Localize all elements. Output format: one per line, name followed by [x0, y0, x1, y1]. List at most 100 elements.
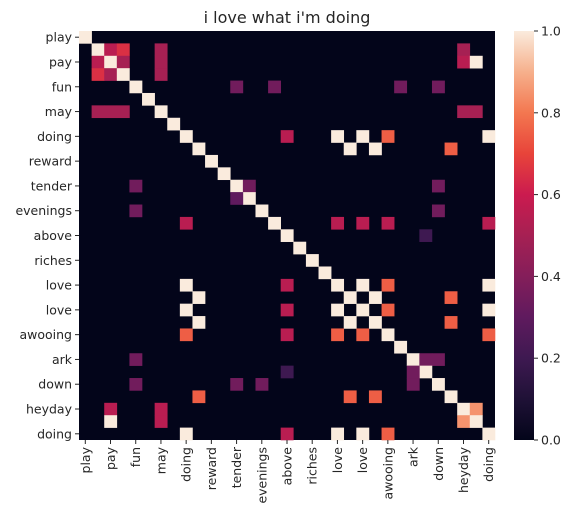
- heatmap-cell: [154, 402, 168, 416]
- heatmap-cell: [469, 415, 483, 428]
- heatmap-cell: [104, 415, 118, 428]
- heatmap-cell: [419, 365, 433, 379]
- colorbar-tick-label: 0.4: [541, 269, 561, 284]
- colorbar-tick-label: 0.8: [541, 105, 561, 120]
- heatmap-cell: [381, 216, 395, 230]
- heatmap-cell: [331, 130, 345, 143]
- heatmap-cell: [230, 179, 244, 193]
- heatmap-cell: [280, 229, 294, 242]
- y-tick-label: evenings: [15, 203, 72, 218]
- y-tick-label: awooing: [19, 327, 72, 342]
- x-tick-label: evenings: [254, 447, 269, 504]
- heatmap-cell: [179, 216, 193, 230]
- x-tick-label: tender: [229, 446, 244, 488]
- heatmap-cell: [482, 130, 496, 143]
- heatmap-cell: [381, 130, 395, 143]
- heatmap-cell: [457, 402, 471, 416]
- heatmap-cell: [394, 80, 408, 94]
- heatmap-cell: [457, 55, 471, 69]
- heatmap-cell: [116, 105, 130, 119]
- heatmap-cell: [255, 204, 269, 218]
- y-tick-label: tender: [31, 178, 73, 193]
- chart-title: i love what i'm doing: [204, 8, 371, 27]
- y-tick-labels: play pay fun may doing reward tender evenings ab…: [15, 30, 79, 441]
- heatmap-cell: [406, 378, 420, 391]
- heatmap-cell: [331, 328, 345, 342]
- heatmap-cell: [217, 167, 231, 181]
- x-tick-label: above: [280, 447, 295, 486]
- heatmap-cell: [406, 365, 420, 379]
- heatmap-cell: [482, 278, 496, 292]
- heatmap-cell: [381, 278, 395, 292]
- colorbar-tick-label: 0.2: [541, 351, 561, 366]
- heatmap-cell: [469, 105, 483, 119]
- heatmap-cell: [280, 365, 294, 379]
- heatmap-cell: [356, 328, 370, 342]
- heatmap-cell: [129, 179, 143, 193]
- heatmap-cell: [419, 229, 433, 242]
- heatmap-cell: [305, 254, 319, 267]
- heatmap-cell: [104, 105, 118, 119]
- x-tick-label: doing: [179, 447, 194, 482]
- y-tick-label: fun: [52, 79, 72, 94]
- x-tick-label: heyday: [456, 446, 471, 493]
- x-tick-label: love: [330, 447, 345, 474]
- heatmap-cell: [268, 80, 281, 94]
- heatmap-cell: [129, 80, 143, 94]
- heatmap-cell: [91, 55, 105, 69]
- x-tick-label: play: [78, 446, 93, 473]
- heatmap-cell: [444, 316, 458, 329]
- heatmap-cell: [431, 179, 445, 193]
- heatmap-cell: [116, 55, 130, 69]
- heatmap-cell: [293, 241, 307, 255]
- heatmap-cell: [179, 130, 193, 143]
- heatmap-cell: [179, 328, 193, 342]
- heatmap-cell: [482, 303, 496, 317]
- heatmap-cell: [192, 390, 206, 404]
- heatmap-cell: [457, 415, 471, 428]
- heatmap-cell: [343, 291, 357, 304]
- heatmap-cell: [104, 68, 118, 81]
- heatmap-cell: [356, 278, 370, 292]
- heatmap-cell: [179, 303, 193, 317]
- heatmap-cell: [192, 316, 206, 329]
- heatmap-cell: [431, 80, 445, 94]
- y-tick-label: play: [46, 30, 73, 45]
- x-tick-label: down: [431, 447, 446, 481]
- y-tick-label: love: [46, 278, 73, 293]
- heatmap-cell: [230, 80, 244, 94]
- heatmap-cell: [331, 278, 345, 292]
- heatmap-cell: [167, 117, 181, 131]
- heatmap-cell: [192, 142, 206, 156]
- heatmap-cell: [331, 303, 345, 317]
- heatmap-cell: [381, 303, 395, 317]
- x-tick-labels: play pay fun may doing reward tender evenings ab…: [78, 440, 496, 504]
- heatmap-cell: [431, 204, 445, 218]
- x-tick-label: riches: [305, 447, 320, 485]
- heatmap-cell: [129, 378, 143, 391]
- heatmap-cell: [356, 303, 370, 317]
- heatmap-cell: [457, 105, 471, 119]
- heatmap-cell: [356, 130, 370, 143]
- colorbar-tick-label: 1.0: [541, 24, 561, 39]
- heatmap-cell: [381, 427, 395, 441]
- heatmap-cell: [280, 427, 294, 441]
- x-tick-label: fun: [128, 447, 143, 467]
- y-tick-label: may: [45, 104, 73, 119]
- heatmap-cell: [116, 43, 130, 57]
- heatmap-cell: [343, 390, 357, 404]
- heatmap-grid: [79, 31, 496, 441]
- y-tick-label: pay: [49, 54, 73, 69]
- heatmap-cell: [457, 43, 471, 57]
- heatmap-cell: [104, 402, 118, 416]
- heatmap-cell: [318, 266, 332, 280]
- heatmap-cell: [91, 105, 105, 119]
- y-tick-label: ark: [52, 352, 73, 367]
- heatmap-cell: [343, 316, 357, 329]
- heatmap-cell: [280, 328, 294, 342]
- heatmap-cell: [91, 43, 105, 57]
- heatmap-cell: [356, 216, 370, 230]
- heatmap-cell: [280, 278, 294, 292]
- heatmap-cell: [154, 415, 168, 428]
- heatmap-cell: [154, 43, 168, 57]
